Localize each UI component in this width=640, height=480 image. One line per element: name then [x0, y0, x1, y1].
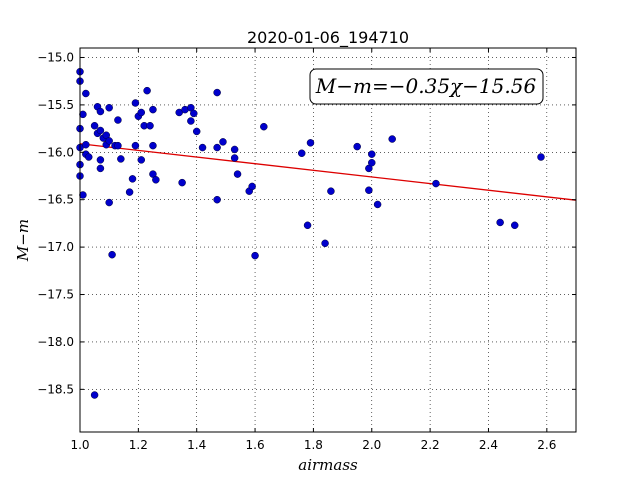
data-point	[108, 250, 116, 259]
x-axis-label: airmass	[298, 456, 358, 474]
data-point	[143, 86, 151, 95]
x-axis-ticks: 1.0 1.2 1.4 1.6 1.8 2.0 2.2 2.4 2.6	[70, 48, 556, 452]
fit-line-group	[79, 143, 577, 201]
x-tick-label: 1.6	[246, 438, 265, 452]
plot-frame	[79, 47, 577, 433]
x-tick-label: 2.6	[537, 438, 556, 452]
data-point	[496, 218, 504, 227]
data-point	[213, 143, 221, 152]
data-point	[192, 127, 201, 136]
data-point	[85, 153, 93, 161]
data-point	[114, 116, 122, 124]
x-tick-label: 1.0	[70, 438, 89, 452]
data-point	[128, 175, 137, 183]
data-point	[388, 135, 396, 143]
data-point	[90, 121, 99, 130]
data-point	[537, 153, 545, 161]
data-point	[149, 141, 157, 150]
data-point	[137, 156, 146, 164]
x-tick-label: 2.4	[479, 438, 498, 452]
y-tick-label: −18.0	[37, 335, 74, 349]
data-point	[79, 191, 87, 199]
data-point	[137, 108, 146, 117]
data-point	[82, 89, 90, 98]
data-point	[510, 221, 519, 230]
data-point	[213, 88, 221, 97]
data-point	[306, 139, 315, 147]
data-point	[90, 391, 99, 399]
fit-annotation: M−m=−0.35χ−15.56	[309, 68, 544, 105]
data-point	[260, 122, 268, 131]
data-point	[187, 117, 195, 125]
x-tick-label: 1.8	[304, 438, 323, 452]
data-point	[190, 109, 198, 118]
data-point	[230, 145, 239, 154]
data-point	[131, 141, 140, 150]
data-point	[233, 170, 242, 178]
data-point	[230, 154, 239, 162]
data-point	[105, 137, 113, 145]
data-point	[152, 176, 160, 184]
data-point	[327, 187, 335, 195]
data-point	[321, 239, 329, 248]
data-point	[117, 155, 125, 163]
x-tick-label: 2.0	[362, 438, 381, 452]
data-point	[297, 149, 306, 157]
y-tick-label: −15.0	[37, 50, 74, 64]
x-tick-label: 1.4	[187, 438, 206, 452]
y-tick-label: −16.5	[37, 193, 74, 207]
data-point	[213, 195, 221, 204]
y-tick-label: −15.5	[37, 98, 74, 112]
data-point	[248, 182, 256, 191]
data-point	[198, 143, 207, 152]
y-axis-ticks: −15.0 −15.5 −16.0 −16.5 −17.0 −17.5 −18.0 −18.5	[37, 50, 576, 396]
data-point	[82, 140, 90, 149]
data-points	[76, 67, 545, 399]
annotation-box	[309, 68, 544, 105]
y-axis-label: M−m	[14, 219, 32, 262]
data-point	[105, 198, 113, 207]
y-tick-label: −17.0	[37, 240, 74, 254]
data-point	[373, 200, 382, 209]
data-point	[96, 107, 105, 116]
y-tick-label: −18.5	[37, 382, 74, 396]
data-point	[125, 188, 134, 196]
data-point	[368, 158, 376, 167]
data-point	[178, 178, 186, 187]
data-point	[368, 150, 376, 158]
data-point	[96, 156, 105, 164]
data-point	[105, 103, 113, 112]
data-point	[149, 105, 157, 114]
fit-equation: M−m=−0.35χ−15.56	[315, 74, 537, 98]
data-point	[114, 141, 122, 150]
data-point	[131, 99, 140, 107]
x-tick-label: 2.2	[421, 438, 440, 452]
y-tick-label: −16.0	[37, 145, 74, 159]
data-point	[219, 138, 227, 146]
chart-title: 2020-01-06_194710	[247, 28, 409, 48]
data-point	[146, 121, 154, 130]
data-point	[251, 251, 259, 260]
data-point	[365, 186, 373, 194]
x-tick-label: 1.2	[129, 438, 148, 452]
data-point	[79, 110, 87, 119]
data-point	[96, 164, 105, 173]
fit-line	[79, 143, 577, 201]
data-point	[303, 221, 312, 230]
data-point	[432, 179, 440, 188]
data-point	[96, 126, 105, 135]
data-point	[353, 142, 361, 151]
y-tick-label: −17.5	[37, 288, 74, 302]
